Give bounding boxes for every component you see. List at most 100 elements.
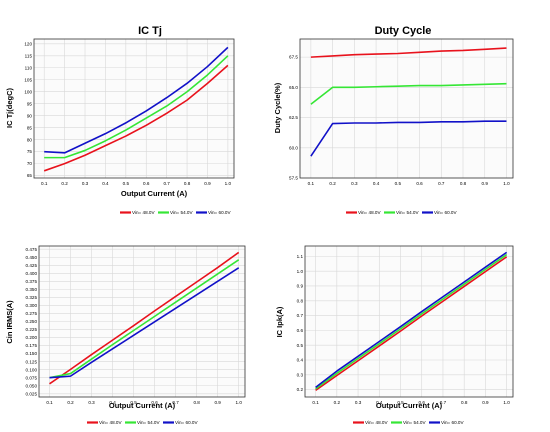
x-tick-label: 0.8 xyxy=(460,181,467,186)
legend-label-1: Vin= 48.0V xyxy=(358,210,381,215)
y-tick-label: 65 xyxy=(27,173,33,178)
x-tick-label: 0.1 xyxy=(308,181,315,186)
y-tick-label: 67.5 xyxy=(289,55,298,60)
plot-area xyxy=(34,39,234,178)
y-tick-label: 110 xyxy=(25,65,33,70)
y-tick-label: 60.0 xyxy=(289,145,298,150)
legend-label-3: Vin= 60.0V xyxy=(434,210,457,215)
chart-3: Cin IRMS0.0250.0500.0750.1000.1250.1500.… xyxy=(5,245,246,425)
y-tick-label: 0.350 xyxy=(26,287,38,292)
x-axis-label: Output Current (A) xyxy=(109,401,176,410)
x-tick-label: 0.8 xyxy=(184,181,191,186)
x-tick-label: 0.1 xyxy=(46,400,53,405)
y-tick-label: 0.250 xyxy=(26,319,38,324)
series-line-3 xyxy=(49,267,240,379)
legend-label-3: Vin= 60.0V xyxy=(441,420,464,425)
x-axis-label: Output Current (A) xyxy=(376,401,443,410)
x-tick-label: 0.8 xyxy=(461,400,468,405)
x-tick-label: 0.3 xyxy=(351,181,358,186)
y-tick-label: 0.325 xyxy=(26,295,38,300)
series-line-1 xyxy=(310,47,507,58)
y-tick-label: 0.125 xyxy=(26,359,38,364)
plot-frame xyxy=(33,38,235,179)
legend: Vin= 48.0V Vin= 54.0V Vin= 60.0V xyxy=(353,420,464,425)
y-tick-label: 0.7 xyxy=(297,313,304,318)
x-tick-label: 0.4 xyxy=(373,181,380,186)
y-tick-label: 0.200 xyxy=(26,335,38,340)
legend-label-3: Vin= 60.0V xyxy=(175,420,198,425)
x-tick-label: 0.3 xyxy=(82,181,89,186)
series-line-2 xyxy=(310,82,507,105)
y-tick-label: 0.400 xyxy=(26,271,38,276)
legend: Vin= 48.0V Vin= 54.0V Vin= 60.0V xyxy=(346,210,457,215)
x-tick-label: 0.9 xyxy=(214,400,221,405)
y-tick-label: 57.5 xyxy=(289,176,298,181)
y-tick-label: 0.8 xyxy=(297,298,304,303)
x-tick-label: 0.4 xyxy=(109,400,116,405)
legend-label-2: Vin= 54.0V xyxy=(396,210,419,215)
y-tick-label: 75 xyxy=(27,149,33,154)
y-tick-label: 0.4 xyxy=(297,358,304,363)
y-tick-label: 0.450 xyxy=(26,255,38,260)
x-tick-label: 0.5 xyxy=(397,400,404,405)
y-tick-label: 0.100 xyxy=(26,367,38,372)
chart-4: IC Ipk0.20.30.40.50.60.70.80.91.01.10.10… xyxy=(275,245,514,425)
x-tick-label: 1.0 xyxy=(503,181,510,186)
series-line-1 xyxy=(49,251,240,385)
y-tick-label: 0.2 xyxy=(297,387,304,392)
x-tick-label: 0.9 xyxy=(482,400,489,405)
series-line-3 xyxy=(44,46,229,154)
y-tick-label: 62.5 xyxy=(289,115,298,120)
y-tick-label: 0.075 xyxy=(26,375,38,380)
legend-label-3: Vin= 60.0V xyxy=(208,210,231,215)
plot-frame xyxy=(38,245,246,398)
y-tick-label: 0.025 xyxy=(26,391,38,396)
chart-2: Duty Cycle 57.5 60.0 62.5 65.0 67.5 0.1 0.2 0.3 0… xyxy=(273,25,514,215)
x-tick-label: 0.3 xyxy=(88,400,95,405)
plot-frame xyxy=(304,245,514,398)
y-tick-label: 0.475 xyxy=(26,247,38,252)
chart-1: IC Tj 65 70 75 80 85 90 95 100 105 110 115 120 0.1 0.2… xyxy=(5,25,235,215)
legend-label-2: Vin= 54.0V xyxy=(170,210,193,215)
y-axis-label: IC Ipk(A) xyxy=(275,306,284,337)
x-tick-label: 0.6 xyxy=(143,181,150,186)
series-line-3 xyxy=(315,251,508,389)
x-tick-label: 0.2 xyxy=(61,181,68,186)
x-tick-label: 0.1 xyxy=(312,400,319,405)
y-tick-label: 90 xyxy=(27,113,33,118)
y-tick-label: 105 xyxy=(24,77,32,82)
y-tick-label: 1.0 xyxy=(297,269,304,274)
y-axis-label: IC Tj(degC) xyxy=(5,88,14,128)
x-tick-label: 0.1 xyxy=(41,181,48,186)
y-axis-label: Duty Cycle(%) xyxy=(273,82,282,133)
series-line-2 xyxy=(49,259,240,379)
x-tick-label: 0.5 xyxy=(123,181,130,186)
y-tick-label: 115 xyxy=(25,53,33,58)
x-tick-label: 0.2 xyxy=(67,400,74,405)
series-line-2 xyxy=(315,253,508,390)
chart-title: Duty Cycle xyxy=(375,25,432,37)
y-tick-label: 0.175 xyxy=(26,343,38,348)
x-tick-label: 0.6 xyxy=(419,400,426,405)
y-tick-label: 0.225 xyxy=(26,327,38,332)
x-tick-label: 0.6 xyxy=(416,181,423,186)
x-tick-label: 0.5 xyxy=(395,181,402,186)
y-tick-label: 100 xyxy=(24,89,32,94)
plot-area xyxy=(300,39,513,178)
y-axis-label: Cin IRMS(A) xyxy=(5,300,14,344)
legend: Vin= 48.0V Vin= 54.0V Vin= 60.0V xyxy=(120,210,231,215)
x-tick-label: 1.0 xyxy=(225,181,232,186)
x-tick-label: 0.3 xyxy=(355,400,362,405)
series-line-1 xyxy=(43,64,229,172)
legend-label-1: Vin= 48.0V xyxy=(99,420,122,425)
series-line-1 xyxy=(315,256,508,391)
x-tick-label: 0.2 xyxy=(334,400,341,405)
chart-title: IC Tj xyxy=(138,25,162,37)
x-tick-label: 0.6 xyxy=(151,400,158,405)
x-tick-label: 0.4 xyxy=(376,400,383,405)
x-tick-label: 1.0 xyxy=(503,400,510,405)
y-tick-label: 80 xyxy=(27,137,33,142)
x-tick-label: 0.4 xyxy=(102,181,109,186)
x-tick-label: 0.7 xyxy=(438,181,445,186)
